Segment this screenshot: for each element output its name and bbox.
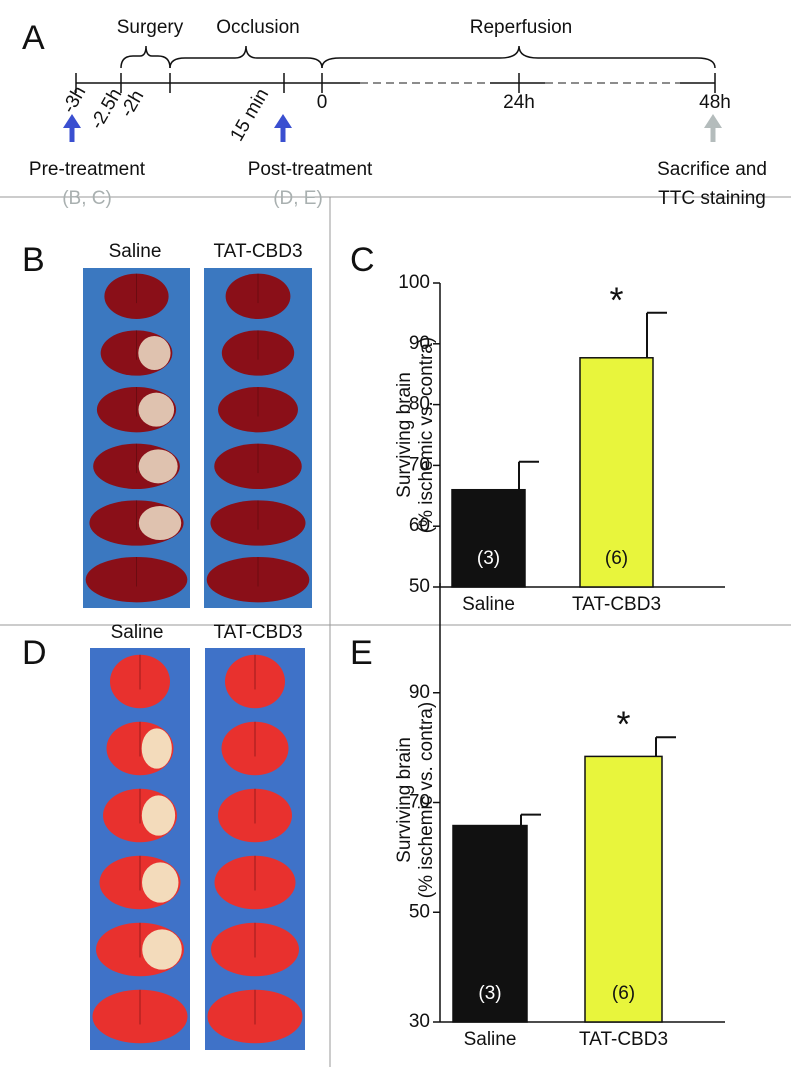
- panel-label: C: [350, 241, 375, 279]
- time-tick-label: 15 min: [226, 85, 273, 145]
- image-label: Saline: [111, 622, 164, 643]
- photo-bg: [205, 648, 305, 1050]
- y-tick-label: 70: [409, 454, 430, 475]
- x-tick-label: TAT-CBD3: [572, 594, 661, 615]
- panel-label: B: [22, 241, 45, 279]
- y-tick-label: 60: [409, 515, 430, 536]
- panel-label: E: [350, 634, 373, 672]
- bar: [452, 824, 528, 1023]
- y-tick-label: 100: [398, 272, 430, 293]
- phase-label: Occlusion: [216, 17, 299, 38]
- infarct: [141, 795, 176, 836]
- event-label: Post-treatment: [248, 159, 373, 180]
- event-label: TTC staining: [658, 188, 766, 209]
- infarct: [141, 728, 172, 769]
- arrows: [63, 114, 722, 142]
- annotation: *: [616, 704, 630, 745]
- phase-label: Reperfusion: [470, 17, 572, 38]
- event-note: (B, C): [62, 188, 112, 209]
- event-label: Sacrifice and: [657, 159, 767, 180]
- brain-photos: [83, 268, 312, 1050]
- event-label: Pre-treatment: [29, 159, 146, 180]
- photo-bg: [90, 648, 190, 1050]
- infarct: [138, 392, 175, 427]
- y-tick-label: 70: [409, 792, 430, 813]
- bar: [579, 357, 654, 588]
- image-label: TAT-CBD3: [213, 241, 302, 262]
- infarct: [138, 506, 182, 540]
- bar: [451, 488, 526, 588]
- n-label: (3): [478, 983, 501, 1004]
- x-tick-label: Saline: [464, 1029, 517, 1050]
- event-note: (D, E): [273, 188, 323, 209]
- time-tick-label: -3h: [58, 83, 90, 117]
- timeline: [75, 45, 716, 93]
- time-tick-label: 0: [317, 92, 328, 113]
- y-tick-label: 90: [409, 333, 430, 354]
- photo-bg: [83, 268, 190, 608]
- infarct: [138, 336, 171, 370]
- y-tick-label: 80: [409, 394, 430, 415]
- y-tick-label: 50: [409, 576, 430, 597]
- infarct: [142, 862, 179, 903]
- infarct: [142, 929, 182, 970]
- y-axis-label: Surviving brain: [394, 737, 415, 863]
- y-tick-label: 50: [409, 901, 430, 922]
- image-label: TAT-CBD3: [213, 622, 302, 643]
- n-label: (3): [477, 548, 500, 569]
- y-tick-label: 30: [409, 1011, 430, 1032]
- time-tick-label: 24h: [503, 92, 535, 113]
- n-label: (6): [612, 983, 635, 1004]
- annotation: *: [609, 279, 623, 320]
- image-label: Saline: [109, 241, 162, 262]
- photo-bg: [204, 268, 312, 608]
- n-label: (6): [605, 548, 628, 569]
- x-tick-label: TAT-CBD3: [579, 1029, 668, 1050]
- y-tick-label: 90: [409, 682, 430, 703]
- panel-label: A: [22, 19, 45, 57]
- phase-label: Surgery: [117, 17, 184, 38]
- y-axis-label: (% ischemic vs. contra): [416, 337, 437, 533]
- infarct: [138, 449, 178, 484]
- x-tick-label: Saline: [462, 594, 515, 615]
- time-tick-label: 48h: [699, 92, 731, 113]
- panel-label: D: [22, 634, 47, 672]
- bar: [584, 755, 663, 1023]
- y-axis-label: (% ischemic vs. contra): [416, 702, 437, 898]
- y-axis-label: Surviving brain: [394, 372, 415, 498]
